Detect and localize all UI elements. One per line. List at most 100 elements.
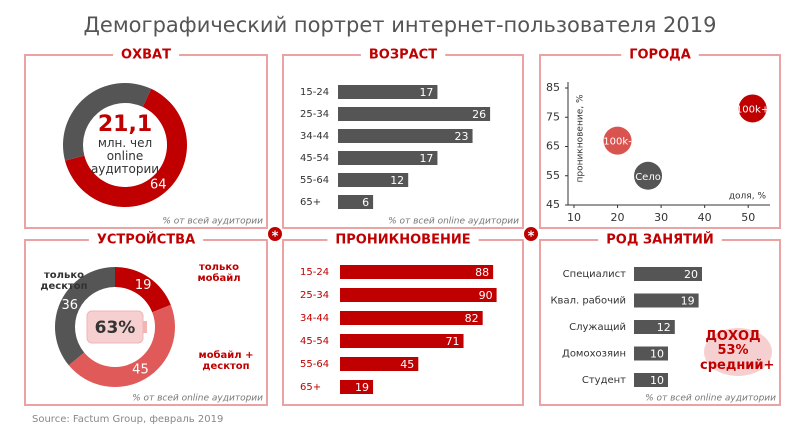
center-value: 63% xyxy=(95,318,136,338)
bar xyxy=(340,265,494,279)
piggy-icon xyxy=(704,328,772,376)
source: Source: Factum Group, февраль 2019 xyxy=(32,414,223,425)
panel-title-bg xyxy=(327,232,479,248)
value-label: 64 xyxy=(150,177,167,192)
bar xyxy=(338,107,491,121)
panel-title: ПРОНИКНОВЕНИЕ xyxy=(335,233,470,248)
center-value: 21,1 xyxy=(98,112,152,137)
panel-title-bg xyxy=(598,232,722,248)
y-tick-label: 85 xyxy=(546,81,560,94)
panel-title: ВОЗРАСТ xyxy=(369,48,437,63)
note: % от всей online аудитории xyxy=(645,394,776,404)
category-label: 15-24 xyxy=(300,267,329,278)
bar xyxy=(338,173,409,187)
value-label: 36 xyxy=(61,298,78,313)
panel-title: УСТРОЙСТВА xyxy=(97,232,195,248)
bubble xyxy=(634,161,663,190)
y-tick-label: 75 xyxy=(546,110,560,123)
bubble-label: 100k+ xyxy=(736,104,769,115)
category-label: 55-64 xyxy=(300,359,329,370)
note: % от всей online аудитории xyxy=(388,217,519,227)
value-label: 90 xyxy=(479,289,493,302)
panel-title-bg xyxy=(621,47,699,63)
bar xyxy=(340,311,483,325)
value-label: 17 xyxy=(419,152,433,165)
value-label: 12 xyxy=(390,174,404,187)
note: % от всей online аудитории xyxy=(132,394,263,404)
category-label: 65+ xyxy=(300,382,321,393)
value-label: 20 xyxy=(684,268,698,281)
y-axis-label: проникновение, % xyxy=(576,94,586,182)
category-label: Студент xyxy=(582,375,626,386)
category-label: 45-54 xyxy=(300,336,329,347)
category-label: 25-34 xyxy=(300,290,329,301)
bar xyxy=(634,346,668,361)
x-axis-label: доля, % xyxy=(729,192,767,202)
panel-title: ОХВАТ xyxy=(121,48,171,63)
category-label: Специалист xyxy=(563,269,626,280)
category-label: Служащий xyxy=(569,322,626,333)
donut-segment xyxy=(65,88,187,207)
value-label: 19 xyxy=(681,295,695,308)
value-label: 10 xyxy=(650,374,664,387)
x-tick-label: 50 xyxy=(741,211,755,224)
panel-title-bg xyxy=(360,47,446,63)
value-label: 17 xyxy=(419,86,433,99)
bar xyxy=(340,334,464,348)
bar xyxy=(634,267,702,281)
bar xyxy=(338,151,438,165)
value-label: 19 xyxy=(135,278,152,293)
value-label: 12 xyxy=(657,321,671,334)
bar xyxy=(340,288,497,302)
bar xyxy=(338,85,438,99)
badge xyxy=(266,225,284,243)
bubble-label: Село xyxy=(635,172,661,183)
y-tick-label: 65 xyxy=(546,140,560,153)
category-label: только десктоп xyxy=(40,270,88,292)
badge-text: * xyxy=(272,230,279,245)
x-tick-label: 40 xyxy=(698,211,712,224)
category-label: 25-34 xyxy=(300,109,329,120)
category-label: 45-54 xyxy=(300,153,329,164)
donut-segment xyxy=(54,267,115,366)
value-label: 6 xyxy=(362,196,369,209)
donut-segment xyxy=(115,267,171,313)
bubble xyxy=(738,94,767,123)
category-label: 65+ xyxy=(300,197,321,208)
donut-segment xyxy=(68,304,176,388)
value-label: 45 xyxy=(132,363,149,378)
donut-segment xyxy=(62,83,152,161)
center-text: млн. чел online аудитории xyxy=(90,136,160,177)
y-tick-label: 55 xyxy=(546,169,560,182)
category-label: 15-24 xyxy=(300,87,329,98)
value-label: 88 xyxy=(475,266,489,279)
value-label: 45 xyxy=(400,358,414,371)
category-label: 34-44 xyxy=(300,313,329,324)
value-label: 71 xyxy=(446,335,460,348)
bar xyxy=(338,129,473,143)
y-tick-label: 45 xyxy=(546,198,560,211)
badge xyxy=(522,225,540,243)
x-tick-label: 20 xyxy=(611,211,625,224)
panel-title: РОД ЗАНЯТИЙ xyxy=(606,232,714,248)
bar xyxy=(340,357,419,371)
value-label: 26 xyxy=(472,108,486,121)
category-label: 34-44 xyxy=(300,131,329,142)
bar xyxy=(634,293,699,308)
value-label: 19 xyxy=(355,381,369,394)
category-label: Домохозяин xyxy=(562,349,626,360)
category-label: только мобайл xyxy=(197,262,241,284)
x-tick-label: 30 xyxy=(654,211,668,224)
panel-title: ГОРОДА xyxy=(629,48,691,63)
category-label: 55-64 xyxy=(300,175,329,186)
bubble xyxy=(603,126,632,155)
bar xyxy=(338,195,374,209)
bubble-label: 100k- xyxy=(603,137,632,148)
panel-title-bg xyxy=(88,232,204,248)
note: % от всей аудитории xyxy=(162,217,263,227)
bar xyxy=(340,380,374,394)
category-label: мобайл + десктоп xyxy=(198,350,254,372)
value-label: 23 xyxy=(455,130,469,143)
panel-title-bg xyxy=(113,47,180,63)
